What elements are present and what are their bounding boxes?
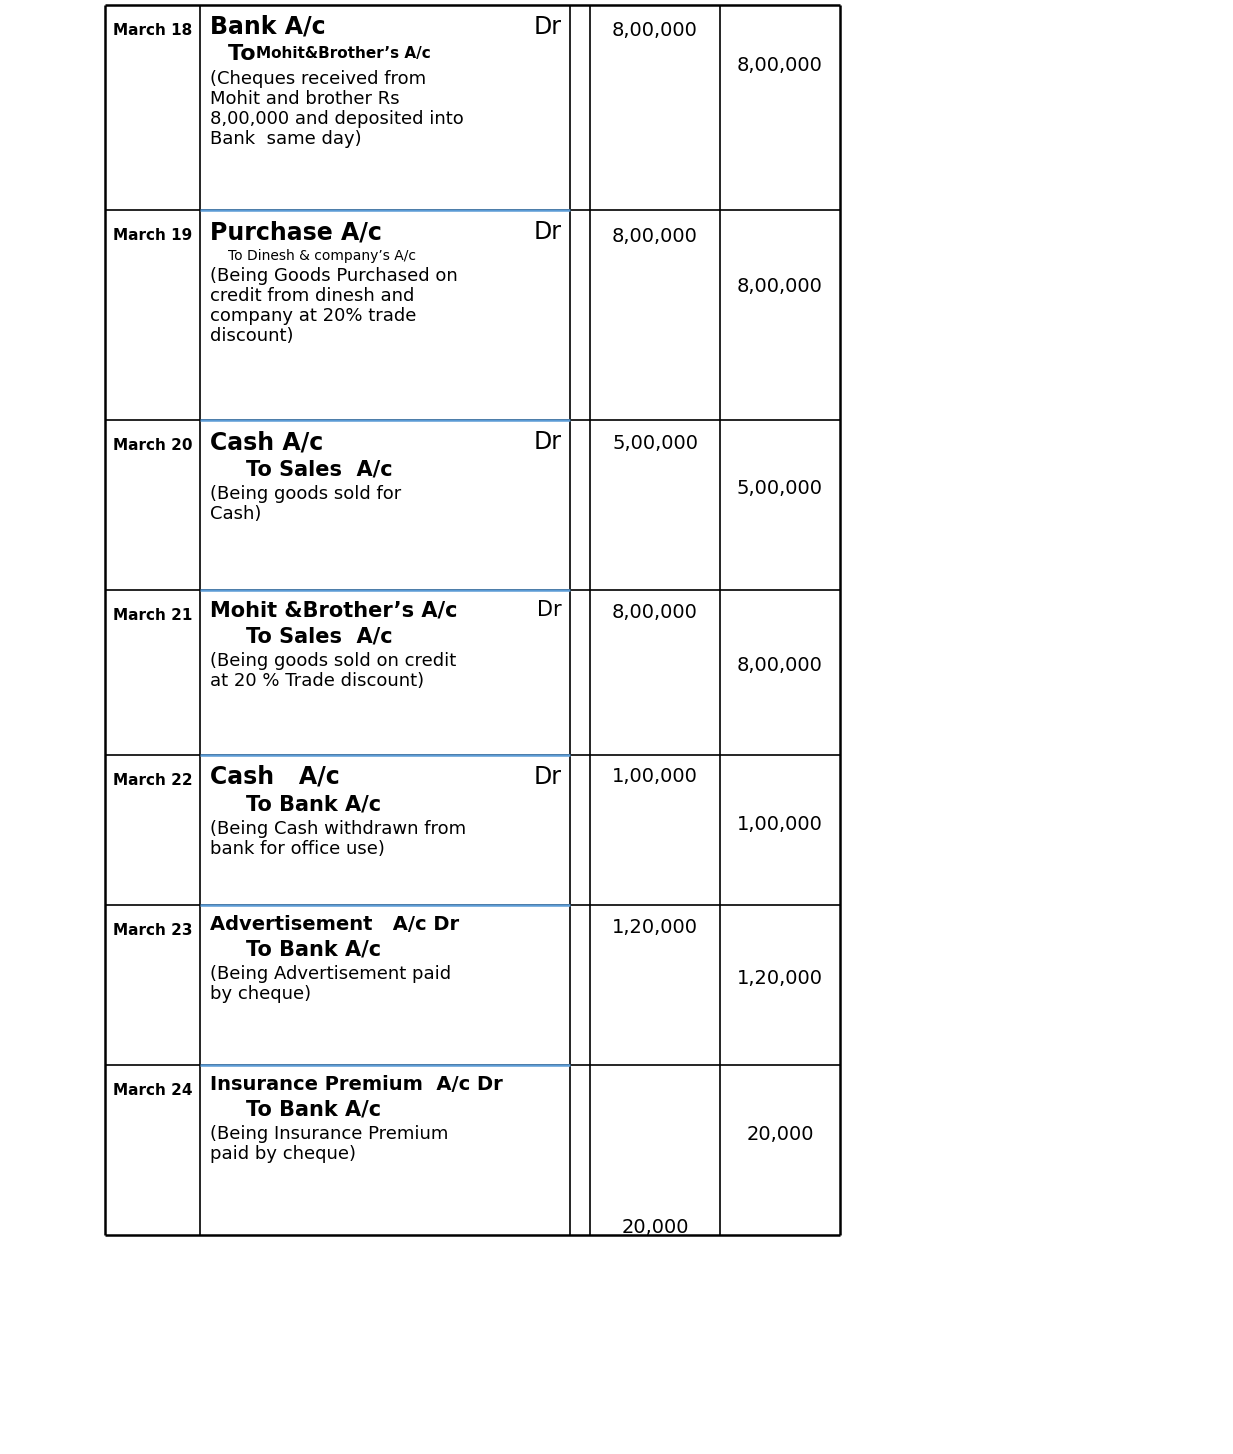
Text: 8,00,000: 8,00,000 [612,603,698,622]
Text: To Dinesh & company’s A/c: To Dinesh & company’s A/c [228,249,416,263]
Text: March 24: March 24 [112,1083,192,1098]
Text: March 23: March 23 [112,923,192,938]
Text: Advertisement   A/c Dr: Advertisement A/c Dr [210,915,459,933]
Text: (Being goods sold on credit: (Being goods sold on credit [210,651,456,670]
Text: bank for office use): bank for office use) [210,840,385,858]
Text: March 22: March 22 [112,774,192,788]
Text: To Sales  A/c: To Sales A/c [247,627,392,646]
Text: Bank  same day): Bank same day) [210,129,361,148]
Text: 20,000: 20,000 [621,1218,689,1237]
Text: March 21: March 21 [112,608,192,622]
Text: Mohit&Brother’s A/c: Mohit&Brother’s A/c [256,47,430,61]
Text: Cash   A/c: Cash A/c [210,765,340,790]
Text: discount): discount) [210,327,293,345]
Text: (Cheques received from: (Cheques received from [210,70,427,89]
Text: To: To [228,44,264,64]
Text: (Being Cash withdrawn from: (Being Cash withdrawn from [210,820,466,838]
Text: Cash A/c: Cash A/c [210,430,323,454]
Text: March 19: March 19 [113,228,192,243]
Text: credit from dinesh and: credit from dinesh and [210,286,414,305]
Text: Purchase A/c: Purchase A/c [210,220,382,244]
Text: 1,20,000: 1,20,000 [612,917,698,936]
Text: 8,00,000: 8,00,000 [612,22,698,41]
Text: 5,00,000: 5,00,000 [737,480,822,499]
Text: Insurance Premium  A/c Dr: Insurance Premium A/c Dr [210,1075,503,1093]
Text: 5,00,000: 5,00,000 [612,433,698,452]
Text: Cash): Cash) [210,505,261,523]
Text: 8,00,000 and deposited into: 8,00,000 and deposited into [210,111,464,128]
Text: company at 20% trade: company at 20% trade [210,307,417,324]
Text: by cheque): by cheque) [210,986,311,1003]
Text: Dr: Dr [534,15,562,39]
Text: To Bank A/c: To Bank A/c [247,1099,381,1120]
Text: 8,00,000: 8,00,000 [612,227,698,246]
Text: (Being goods sold for: (Being goods sold for [210,486,401,503]
Text: March 20: March 20 [112,438,192,454]
Text: (Being Advertisement paid: (Being Advertisement paid [210,965,451,983]
Text: March 18: March 18 [113,23,192,38]
Text: Bank A/c: Bank A/c [210,15,326,39]
Text: 1,20,000: 1,20,000 [737,968,822,989]
Text: 8,00,000: 8,00,000 [737,656,822,675]
Text: To Bank A/c: To Bank A/c [247,794,381,814]
Text: 8,00,000: 8,00,000 [737,57,822,76]
Text: 20,000: 20,000 [746,1124,814,1143]
Text: Dr: Dr [534,765,562,790]
Text: (Being Goods Purchased on: (Being Goods Purchased on [210,268,457,285]
Text: To Sales  A/c: To Sales A/c [247,459,392,480]
Text: paid by cheque): paid by cheque) [210,1146,356,1163]
Text: 1,00,000: 1,00,000 [737,816,822,835]
Text: To Bank A/c: To Bank A/c [247,939,381,960]
Text: 8,00,000: 8,00,000 [737,278,822,297]
Text: Dr: Dr [534,220,562,244]
Text: 1,00,000: 1,00,000 [612,768,698,787]
Text: Dr: Dr [534,430,562,454]
Text: Dr: Dr [538,601,562,619]
Text: Mohit and brother Rs: Mohit and brother Rs [210,90,399,108]
Text: (Being Insurance Premium: (Being Insurance Premium [210,1125,449,1143]
Text: at 20 % Trade discount): at 20 % Trade discount) [210,672,424,689]
Text: Mohit &Brother’s A/c: Mohit &Brother’s A/c [210,601,457,619]
